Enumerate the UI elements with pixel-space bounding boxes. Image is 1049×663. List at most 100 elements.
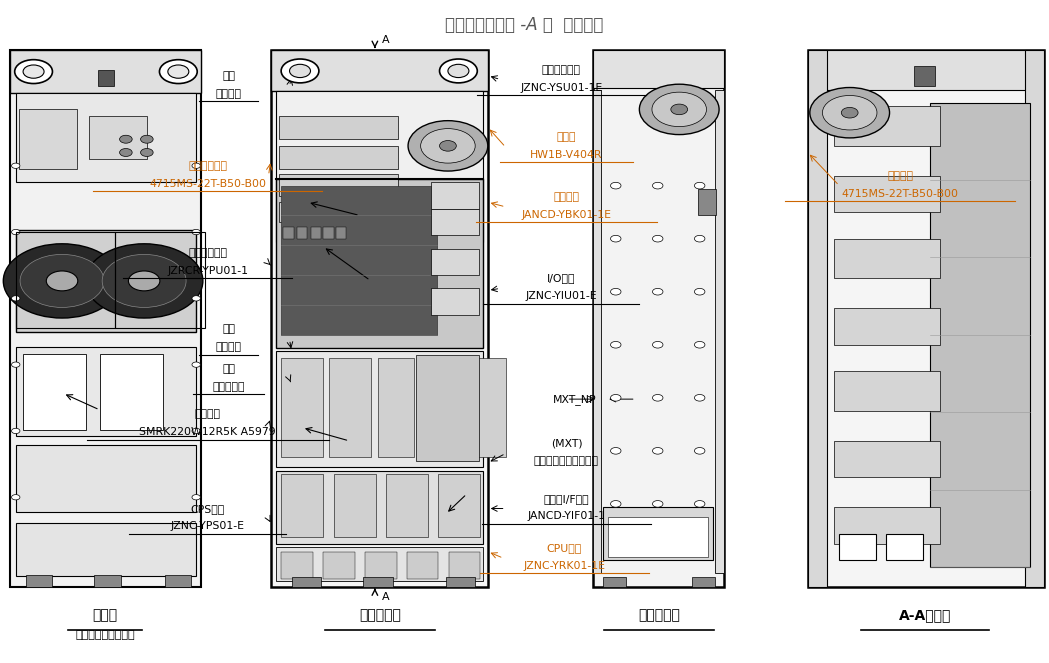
Bar — [276, 91, 483, 242]
Bar — [1025, 50, 1044, 587]
Bar — [431, 249, 479, 275]
Bar — [10, 50, 201, 587]
Bar — [99, 70, 114, 86]
Text: MXT_NP: MXT_NP — [553, 394, 597, 404]
Bar — [834, 308, 940, 345]
Bar — [886, 534, 923, 560]
Circle shape — [141, 135, 153, 143]
Bar — [431, 209, 479, 235]
Circle shape — [841, 107, 858, 118]
Circle shape — [810, 88, 890, 138]
Text: 4715MS-22T-B50-B00: 4715MS-22T-B50-B00 — [841, 188, 959, 199]
Circle shape — [822, 95, 877, 130]
Text: JANCD-YBK01-1E: JANCD-YBK01-1E — [521, 210, 612, 220]
Text: A-A剖面图: A-A剖面图 — [899, 608, 951, 623]
Circle shape — [652, 288, 663, 295]
Bar — [19, 109, 77, 169]
Text: 参照: 参照 — [222, 364, 235, 375]
Circle shape — [23, 65, 44, 78]
Bar — [16, 523, 196, 576]
Circle shape — [652, 394, 663, 401]
Bar — [608, 517, 708, 557]
Circle shape — [281, 59, 319, 83]
Bar — [449, 552, 480, 579]
Circle shape — [12, 296, 20, 301]
Bar — [365, 552, 397, 579]
Circle shape — [12, 163, 20, 168]
Circle shape — [46, 271, 78, 291]
Bar — [431, 288, 479, 315]
Text: 柜内风扇: 柜内风扇 — [887, 170, 913, 181]
Circle shape — [192, 163, 200, 168]
Circle shape — [652, 182, 663, 189]
Bar — [16, 93, 196, 182]
Circle shape — [408, 121, 488, 171]
Bar — [16, 231, 115, 328]
Text: A: A — [382, 591, 389, 602]
Text: 参照: 参照 — [222, 71, 235, 82]
Bar — [336, 227, 346, 239]
Circle shape — [3, 244, 121, 318]
Circle shape — [611, 341, 621, 348]
Circle shape — [120, 149, 132, 156]
Bar — [593, 90, 601, 573]
Circle shape — [120, 135, 132, 143]
Text: HW1B-V404R: HW1B-V404R — [530, 150, 603, 160]
Circle shape — [670, 104, 688, 115]
Bar — [115, 231, 205, 328]
Text: CPS单元: CPS单元 — [191, 503, 224, 514]
Circle shape — [694, 501, 705, 507]
Text: JZNC-YRK01-1E: JZNC-YRK01-1E — [523, 561, 605, 572]
Circle shape — [141, 149, 153, 156]
Bar — [603, 577, 626, 587]
Circle shape — [12, 229, 20, 235]
Text: I/O单元: I/O单元 — [547, 273, 576, 284]
Bar — [438, 474, 480, 537]
Circle shape — [192, 362, 200, 367]
Bar — [279, 146, 399, 169]
Circle shape — [639, 84, 719, 135]
Bar — [364, 577, 393, 587]
Circle shape — [652, 341, 663, 348]
Text: CPU单元: CPU单元 — [547, 543, 582, 554]
Circle shape — [192, 296, 200, 301]
Circle shape — [159, 60, 197, 84]
Circle shape — [421, 129, 475, 163]
Circle shape — [611, 394, 621, 401]
Text: 机器人专用输入端子台: 机器人专用输入端子台 — [534, 456, 599, 467]
Circle shape — [290, 64, 311, 78]
Bar — [279, 174, 399, 196]
Bar — [808, 50, 1044, 587]
Bar — [834, 507, 940, 544]
Circle shape — [694, 182, 705, 189]
Bar — [10, 50, 201, 93]
Bar — [271, 50, 488, 587]
Bar — [292, 577, 321, 587]
Circle shape — [440, 141, 456, 151]
Text: 电源接通单元: 电源接通单元 — [188, 248, 228, 259]
Circle shape — [611, 448, 621, 454]
Bar — [281, 358, 323, 457]
Bar — [271, 50, 488, 91]
Circle shape — [652, 448, 663, 454]
Bar — [16, 347, 196, 436]
Circle shape — [694, 235, 705, 242]
Bar — [16, 229, 196, 332]
Bar — [16, 446, 196, 512]
Bar — [276, 547, 483, 581]
Bar — [94, 575, 121, 587]
Text: 抱闸基板: 抱闸基板 — [554, 192, 579, 202]
Text: 柜门内侧图: 柜门内侧图 — [638, 608, 680, 623]
Bar — [416, 355, 479, 461]
Circle shape — [192, 229, 200, 235]
Text: JZNC-YPS01-E: JZNC-YPS01-E — [171, 521, 244, 532]
Circle shape — [12, 495, 20, 500]
Text: 回生电阻: 回生电阻 — [195, 409, 220, 420]
Bar — [281, 186, 437, 335]
Text: JZNC-YSU01-1E: JZNC-YSU01-1E — [520, 82, 602, 93]
Circle shape — [102, 255, 186, 308]
Text: JZNC-YIU01-E: JZNC-YIU01-E — [526, 291, 597, 302]
Bar — [100, 353, 163, 430]
Bar — [834, 371, 940, 411]
Bar — [446, 577, 475, 587]
